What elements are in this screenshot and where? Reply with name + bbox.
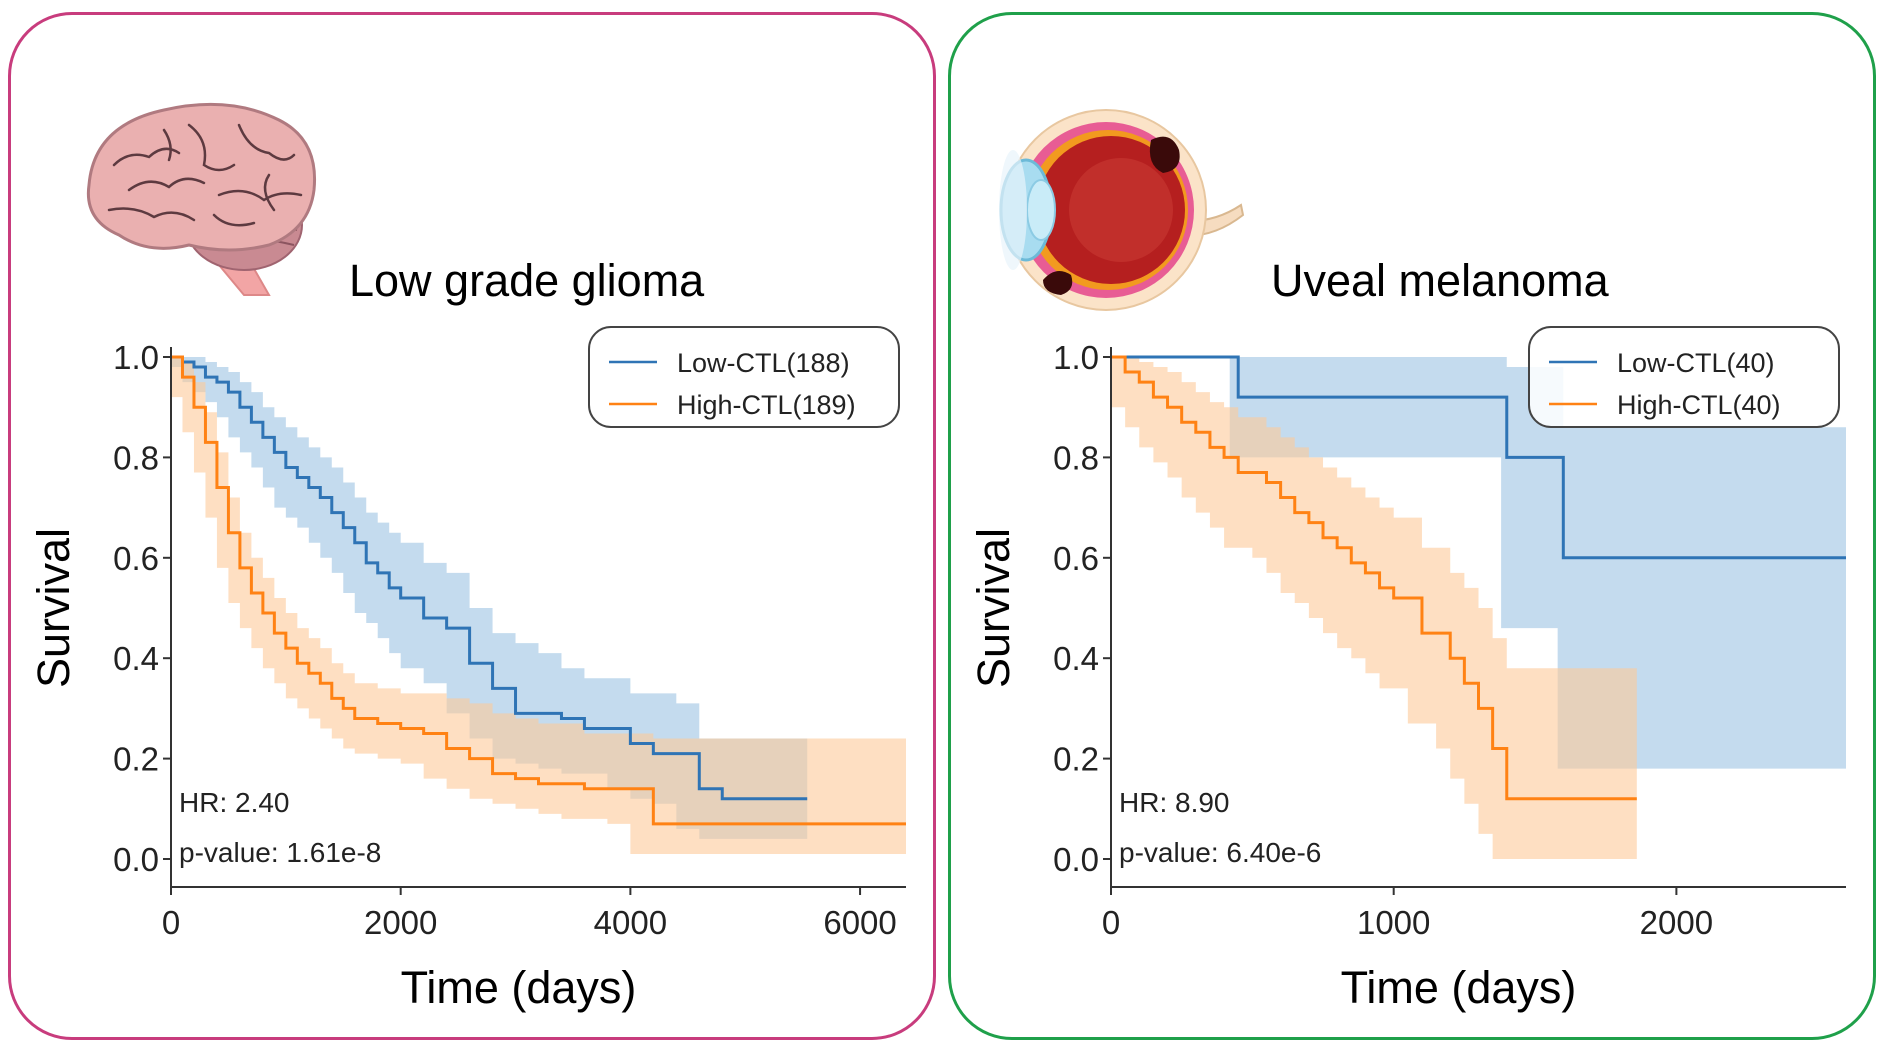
x-axis-label: Time (days) [1341,962,1577,1013]
x-tick-label: 2000 [364,904,437,941]
p-value: p-value: 1.61e-8 [179,837,381,868]
y-tick-label: 0.6 [1053,540,1099,577]
x-tick-label: 4000 [594,904,667,941]
eye-icon [999,109,1245,311]
survival-line-high [171,355,906,826]
hazard-ratio: HR: 8.90 [1119,787,1230,818]
confidence-band-high [1111,357,1637,859]
y-axis-label: Survival [968,528,1019,688]
legend-label: High-CTL(189) [677,390,856,420]
uveal-panel: Uveal melanoma 0.0 0.2 0.4 0.6 0.8 1.0 0 1000 20… [948,12,1876,1040]
legend-label: Low-CTL(188) [677,348,850,378]
x-tick-label: 1000 [1357,904,1430,941]
hazard-ratio: HR: 2.40 [179,787,290,818]
legend: Low-CTL(188) High-CTL(189) [588,326,900,428]
survival-line-high [1111,355,1637,801]
brain-icon [86,102,317,296]
confidence-band-high [171,357,906,854]
survival-line-low [1111,355,1846,560]
glioma-survival-chart: 0.0 0.2 0.4 0.6 0.8 1.0 0 2000 4000 6000 Time (day… [28,326,906,1013]
x-tick-label: 0 [1102,904,1120,941]
y-axis-label: Survival [28,528,79,688]
y-tick-label: 0.2 [113,741,159,778]
y-tick-label: 0.4 [113,640,159,677]
p-value: p-value: 6.40e-6 [1119,837,1321,868]
y-tick-label: 0.0 [1053,841,1099,878]
confidence-band-low [171,357,808,839]
x-axis-label: Time (days) [401,962,637,1013]
x-tick-label: 2000 [1640,904,1713,941]
legend-box [588,326,900,428]
y-tick-label: 0.8 [113,439,159,476]
confidence-band-low [1111,357,1846,769]
legend-label: High-CTL(40) [1617,390,1781,420]
y-tick-label: 0.6 [113,540,159,577]
x-tick-label: 6000 [823,904,896,941]
y-tick-label: 0.4 [1053,640,1099,677]
glioma-panel: Low grade glioma 0.0 0.2 0.4 0.6 0.8 1.0 0 2000… [8,12,936,1040]
uveal-title: Uveal melanoma [1271,255,1609,306]
y-tick-label: 0.2 [1053,741,1099,778]
legend: Low-CTL(40) High-CTL(40) [1528,326,1840,428]
glioma-title: Low grade glioma [349,255,705,306]
survival-line-low [171,355,808,801]
y-tick-label: 0.0 [113,841,159,878]
uveal-survival-chart: 0.0 0.2 0.4 0.6 0.8 1.0 0 1000 2000 Time (days) Su… [968,326,1846,1013]
legend-box [1528,326,1840,428]
y-tick-label: 0.8 [1053,439,1099,476]
y-tick-label: 1.0 [1053,339,1099,376]
x-tick-label: 0 [162,904,180,941]
legend-label: Low-CTL(40) [1617,348,1775,378]
y-tick-label: 1.0 [113,339,159,376]
